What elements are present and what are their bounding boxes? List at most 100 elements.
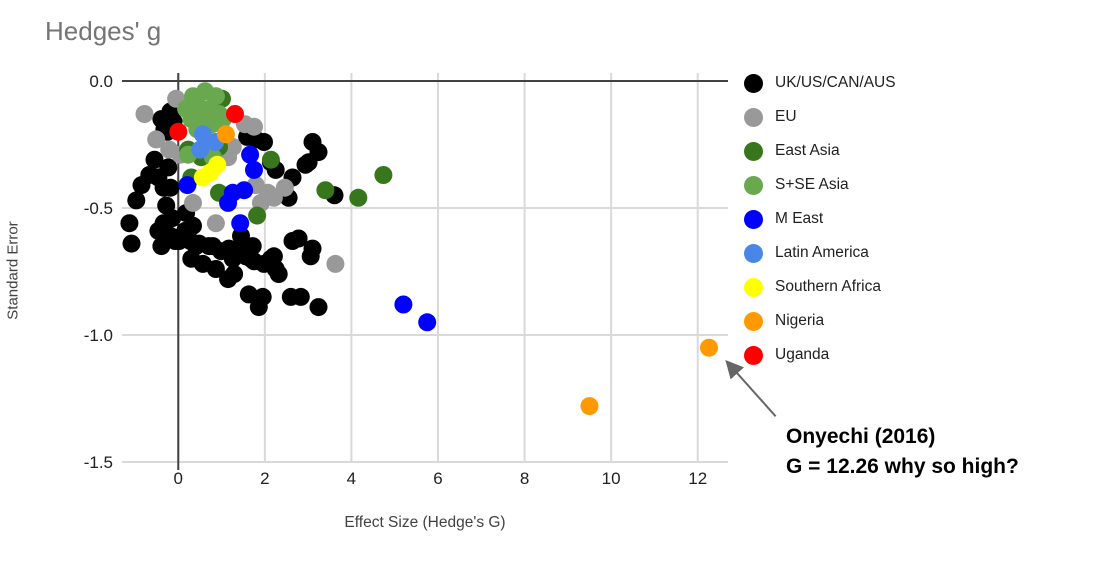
data-point-east-asia <box>316 181 335 200</box>
data-point-uk-us-can-aus <box>236 247 255 266</box>
data-point-m-east <box>219 193 238 212</box>
data-point-m-east <box>241 145 260 164</box>
legend-swatch-icon <box>744 107 763 127</box>
data-point-uk-us-can-aus <box>309 143 328 162</box>
data-point-uk-us-can-aus <box>253 287 272 306</box>
legend-item: S+SE Asia <box>744 168 896 202</box>
x-tick-label: 8 <box>520 469 529 488</box>
data-point-uk-us-can-aus <box>255 254 273 273</box>
legend-swatch-icon <box>744 175 763 195</box>
chart-title: Hedges' g <box>45 16 162 46</box>
x-tick-label: 6 <box>433 469 442 488</box>
data-point-east-asia <box>248 206 267 225</box>
data-point-uk-us-can-aus <box>296 155 315 174</box>
legend-swatch-icon <box>744 345 763 365</box>
legend-item: Nigeria <box>744 304 896 338</box>
data-point-uk-us-can-aus <box>145 150 164 169</box>
y-tick-label: -1.0 <box>84 326 113 345</box>
data-point-uk-us-can-aus <box>219 239 238 258</box>
data-point-nigeria <box>216 125 235 144</box>
data-point-m-east <box>231 214 250 233</box>
x-tick-label: 0 <box>174 469 183 488</box>
legend: UK/US/CAN/AUS EU East Asia S+SE Asia M East L… <box>744 66 896 372</box>
data-point-uk-us-can-aus <box>122 234 141 253</box>
x-tick-label: 10 <box>602 469 621 488</box>
legend-label: EU <box>775 108 797 125</box>
data-point-uk-us-can-aus <box>159 158 178 177</box>
data-point-m-east <box>178 176 197 195</box>
data-point-uk-us-can-aus <box>303 239 322 258</box>
data-point-uk-us-can-aus <box>152 237 171 256</box>
data-point-uganda <box>226 105 244 123</box>
legend-label: Southern Africa <box>775 278 881 295</box>
data-point-uganda <box>169 122 188 141</box>
legend-swatch-icon <box>744 277 763 297</box>
data-point-uk-us-can-aus <box>132 176 151 195</box>
legend-swatch-icon <box>744 209 763 229</box>
data-point-uk-us-can-aus <box>120 214 139 233</box>
data-point-uk-us-can-aus <box>184 216 202 235</box>
legend-label: Uganda <box>775 346 830 363</box>
legend-item: UK/US/CAN/AUS <box>744 66 896 100</box>
data-point-southern-africa <box>193 168 212 187</box>
legend-label: East Asia <box>775 142 840 159</box>
data-point-east-asia <box>261 150 280 169</box>
data-point-east-asia <box>349 188 368 207</box>
data-point-uk-us-can-aus <box>291 287 310 306</box>
annotation-arrow <box>725 359 777 417</box>
legend-label: M East <box>775 210 824 227</box>
data-point-uk-us-can-aus <box>182 249 201 268</box>
legend-item: East Asia <box>744 134 896 168</box>
legend-item: Latin America <box>744 236 896 270</box>
data-point-nigeria <box>700 338 718 357</box>
legend-label: S+SE Asia <box>775 176 849 193</box>
data-point-eu <box>206 214 225 233</box>
y-tick-label: 0.0 <box>89 72 113 91</box>
legend-swatch-icon <box>744 141 763 161</box>
legend-label: UK/US/CAN/AUS <box>775 74 896 91</box>
y-tick-label: -0.5 <box>84 199 113 218</box>
data-point-uk-us-can-aus <box>309 298 328 317</box>
data-point-eu <box>184 193 202 212</box>
data-point-eu <box>326 254 345 273</box>
data-point-m-east <box>418 313 437 332</box>
x-tick-label: 4 <box>347 469 356 488</box>
data-point-eu <box>147 130 166 149</box>
legend-label: Nigeria <box>775 312 825 329</box>
data-point-nigeria <box>580 397 599 416</box>
data-point-east-asia <box>374 166 393 184</box>
x-tick-label: 2 <box>260 469 269 488</box>
legend-item: Southern Africa <box>744 270 896 304</box>
x-tick-label: 12 <box>688 469 707 488</box>
legend-item: M East <box>744 202 896 236</box>
x-axis-title: Effect Size (Hedge's G) <box>344 514 506 531</box>
annotation-callout: Onyechi (2016) G = 12.26 why so high? <box>786 422 1019 482</box>
data-point-uk-us-can-aus <box>161 178 180 197</box>
data-point-uk-us-can-aus <box>239 285 258 304</box>
data-point-uk-us-can-aus <box>219 270 238 289</box>
annotation-line-1: Onyechi (2016) <box>786 425 936 448</box>
legend-swatch-icon <box>744 73 763 93</box>
data-point-m-east <box>394 295 413 314</box>
data-point-uk-us-can-aus <box>255 133 273 151</box>
data-point-uk-us-can-aus <box>289 229 308 248</box>
legend-label: Latin America <box>775 244 869 261</box>
y-tick-label: -1.5 <box>84 453 113 472</box>
data-point-m-east <box>235 181 254 200</box>
data-point-eu <box>135 105 154 123</box>
annotation-line-2: G = 12.26 why so high? <box>786 455 1019 478</box>
data-point-uk-us-can-aus <box>269 265 288 283</box>
data-point-eu <box>264 188 283 207</box>
data-point-m-east <box>245 160 263 179</box>
data-point-uk-us-can-aus <box>170 232 189 250</box>
legend-item: Uganda <box>744 338 896 372</box>
data-point-latin-america <box>191 140 210 159</box>
y-axis-title: Standard Error <box>4 221 22 320</box>
legend-swatch-icon <box>744 311 763 331</box>
data-point-eu <box>245 117 263 136</box>
legend-swatch-icon <box>744 243 763 263</box>
data-point-uk-us-can-aus <box>127 191 146 210</box>
legend-item: EU <box>744 100 896 134</box>
